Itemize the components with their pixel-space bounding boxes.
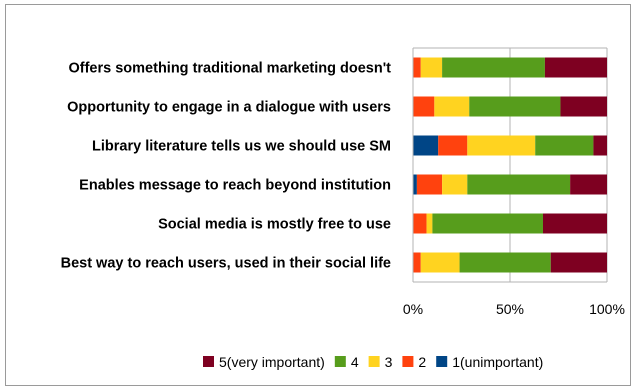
bar-4-series-4 <box>467 174 571 195</box>
legend-label-1-unimportant: 1(unimportant) <box>452 354 543 370</box>
bar-1-series-5-very-important <box>544 57 607 78</box>
bar-3-series-2 <box>438 135 468 156</box>
category-label-1: Offers something traditional marketing d… <box>69 61 392 77</box>
bar-6-series-4 <box>459 252 551 273</box>
bar-2-series-4 <box>469 96 561 117</box>
legend-label-4: 4 <box>351 354 359 370</box>
bar-2-series-2 <box>413 96 435 117</box>
bar-5-series-4 <box>432 213 543 234</box>
bar-3-series-4 <box>535 135 594 156</box>
category-label-5: Social media is mostly free to use <box>158 217 391 233</box>
bar-2-series-5-very-important <box>560 96 607 117</box>
bar-3-series-1-unimportant <box>413 135 439 156</box>
legend-swatch-3 <box>368 356 380 367</box>
gridlines <box>412 47 608 282</box>
legend-label-2: 2 <box>418 354 426 370</box>
x-tick-labels: 0% 50% 100% <box>403 301 625 317</box>
bar-1-series-2 <box>413 57 421 78</box>
bar-1-series-4 <box>442 57 545 78</box>
category-label-6: Best way to reach users, used in their s… <box>61 256 391 272</box>
category-labels: Offers something traditional marketing d… <box>61 61 392 272</box>
category-label-2: Opportunity to engage in a dialogue with… <box>67 100 391 116</box>
x-tick-label-50: 50% <box>496 301 524 317</box>
legend-swatch-2 <box>402 356 414 367</box>
legend-label-3: 3 <box>385 354 393 370</box>
category-label-4: Enables message to reach beyond institut… <box>79 178 391 194</box>
legend-label-5-very-important: 5(very important) <box>219 354 325 370</box>
legend: 5(very important) 4 3 2 1(unimportant) <box>203 354 543 370</box>
legend-swatch-5-very-important <box>203 356 214 367</box>
bar-5-series-5-very-important <box>542 213 607 234</box>
bar-4-series-3 <box>442 174 468 195</box>
bar-1-series-3 <box>420 57 443 78</box>
bar-4-series-1-unimportant <box>413 174 417 195</box>
bar-3-series-5-very-important <box>593 135 607 156</box>
bar-5-series-3 <box>426 213 433 234</box>
bar-6-series-2 <box>413 252 421 273</box>
bar-6-series-3 <box>420 252 460 273</box>
legend-swatch-1-unimportant <box>436 356 448 367</box>
legend-swatch-4 <box>334 356 346 367</box>
category-label-3: Library literature tells us we should us… <box>92 139 391 155</box>
bar-2-series-3 <box>434 96 470 117</box>
bar-5-series-2 <box>413 213 427 234</box>
bar-6-series-5-very-important <box>550 252 607 273</box>
bar-4-series-2 <box>416 174 443 195</box>
axis <box>412 48 607 283</box>
bar-4-series-5-very-important <box>570 174 607 195</box>
bar-3-series-3 <box>467 135 536 156</box>
x-tick-label-100: 100% <box>589 301 625 317</box>
x-tick-label-0: 0% <box>403 301 423 317</box>
bars <box>413 57 607 273</box>
